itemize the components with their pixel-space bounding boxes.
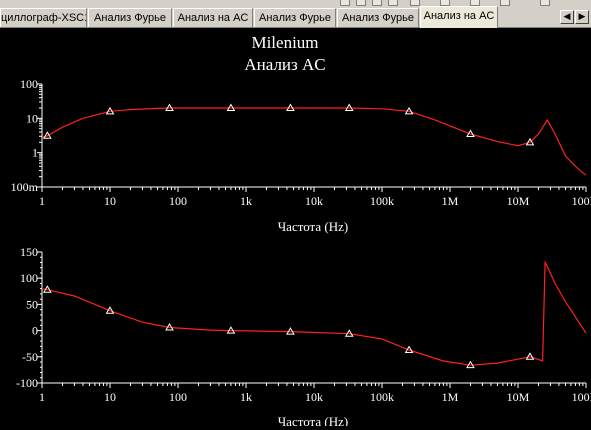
phase-y-tick-label: 0 <box>32 324 38 338</box>
magnitude-x-tick-label: 10 <box>104 194 116 208</box>
magnitude-plot: 1101001k10k100k1M10M100M100m110100 <box>11 77 591 208</box>
magnitude-data-marker <box>525 137 535 146</box>
magnitude-data-marker <box>165 103 174 111</box>
magnitude-data-marker <box>344 103 354 111</box>
x-axis-label-bottom: Частота (Hz) <box>278 414 349 426</box>
toolbar-button[interactable] <box>340 0 350 6</box>
magnitude-x-tick-label: 100 <box>169 194 187 208</box>
toolbar-button[interactable] <box>540 0 550 6</box>
magnitude-x-tick-label: 10M <box>507 194 530 208</box>
ac-analysis-plots: Milenium Анализ AC 1 10 100 1k 10k 100k 1M 10M 1… <box>11 33 591 429</box>
scroll-right-icon[interactable]: ▶ <box>575 10 589 24</box>
phase-x-tick-label: 100k <box>370 390 394 404</box>
phase-y-tick-label: -50 <box>22 350 38 364</box>
phase-x-tick-label: 100M <box>572 390 591 404</box>
phase-data-marker <box>344 329 354 337</box>
magnitude-x-tick-label: 1 <box>39 194 45 208</box>
magnitude-x-tick-label: 100k <box>370 194 394 208</box>
phase-data-marker <box>286 327 295 335</box>
phase-x-tick-label: 10M <box>507 390 530 404</box>
toolbar-button[interactable] <box>372 0 382 6</box>
phase-x-tick-label: 1 <box>39 390 45 404</box>
chart-subtitle: Анализ AC <box>244 55 325 74</box>
magnitude-y-tick-label: 10 <box>26 111 38 125</box>
phase-data-marker <box>165 322 174 331</box>
toolbar-button[interactable] <box>470 0 480 6</box>
tab-fourier-1[interactable]: Анализ Фурье <box>88 8 172 27</box>
phase-y-tick-label: -100 <box>16 376 38 390</box>
toolbar-button[interactable] <box>440 0 450 6</box>
phase-x-tick-label: 1k <box>240 390 252 404</box>
magnitude-data-marker <box>105 106 115 115</box>
scroll-left-icon[interactable]: ◀ <box>560 10 574 24</box>
tab-oscilloscope-xsc1[interactable]: циллограф-XSC1 <box>0 8 87 27</box>
phase-y-tick-label: 100 <box>20 271 38 285</box>
toolbar-button[interactable] <box>500 0 510 6</box>
phase-y-tick-label: 150 <box>20 245 38 259</box>
phase-series-line <box>41 260 587 366</box>
phase-plot: 1 10 100 1k 10k 100k 1M 10M 100M -100 -50 0 50 100 150 <box>16 245 591 404</box>
magnitude-data-marker <box>404 106 414 115</box>
magnitude-x-tick-label: 1k <box>240 194 252 208</box>
phase-data-marker <box>466 360 475 369</box>
phase-x-tick-label: 10 <box>104 390 116 404</box>
phase-data-marker <box>43 285 52 293</box>
toolbar-strip <box>0 0 591 6</box>
plot-area: Milenium Анализ AC 1 10 100 1k 10k 100k 1M 10M 1… <box>0 28 591 429</box>
phase-data-marker <box>226 326 236 334</box>
toolbar-button[interactable] <box>410 0 420 6</box>
tab-ac-analysis-1[interactable]: Анализ на AC <box>173 8 253 27</box>
magnitude-x-tick-label: 10k <box>305 194 323 208</box>
magnitude-y-tick-label: 1 <box>32 146 38 160</box>
tab-ac-analysis-active[interactable]: Анализ на AC <box>420 6 498 28</box>
phase-x-tick-label: 1M <box>442 390 459 404</box>
x-axis-label-top: Частота (Hz) <box>278 219 349 234</box>
magnitude-y-tick-label: 100 <box>20 77 38 91</box>
tab-bar: циллограф-XSC1 Анализ Фурье Анализ на AC… <box>0 6 591 28</box>
toolbar-button[interactable] <box>388 0 398 6</box>
chart-title: Milenium <box>251 33 318 52</box>
magnitude-x-tick-label: 1M <box>442 194 459 208</box>
magnitude-x-tick-label: 100M <box>572 194 591 208</box>
phase-data-marker <box>105 306 115 314</box>
toolbar-button[interactable] <box>356 0 366 6</box>
magnitude-series-line <box>41 107 587 176</box>
magnitude-data-marker <box>226 103 236 111</box>
tab-fourier-3[interactable]: Анализ Фурье <box>337 8 419 27</box>
magnitude-data-marker <box>286 103 295 111</box>
phase-data-marker <box>525 352 535 360</box>
magnitude-y-tick-label: 100m <box>11 180 39 194</box>
phase-data-marker <box>404 345 414 353</box>
phase-y-tick-label: 50 <box>26 297 38 311</box>
phase-x-tick-label: 100 <box>169 390 187 404</box>
magnitude-data-marker <box>466 129 475 137</box>
tab-fourier-2[interactable]: Анализ Фурье <box>254 8 336 27</box>
phase-x-tick-label: 10k <box>305 390 323 404</box>
magnitude-data-marker <box>43 131 52 139</box>
